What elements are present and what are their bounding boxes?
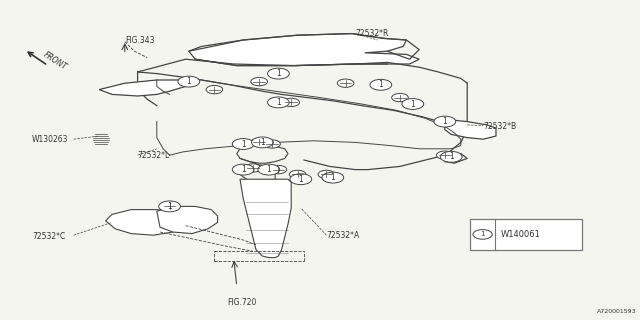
Circle shape (258, 164, 280, 175)
Text: 1: 1 (378, 80, 383, 89)
Text: FIG.720: FIG.720 (227, 298, 257, 307)
Circle shape (232, 164, 254, 175)
Polygon shape (445, 120, 496, 139)
Text: 1: 1 (241, 140, 246, 148)
Circle shape (159, 201, 180, 212)
Text: 1: 1 (480, 231, 485, 237)
Text: 1: 1 (260, 138, 265, 147)
Text: 1: 1 (442, 117, 447, 126)
Circle shape (206, 85, 223, 94)
Text: A720001593: A720001593 (597, 308, 637, 314)
Circle shape (322, 172, 344, 183)
Circle shape (178, 76, 200, 87)
Circle shape (264, 140, 280, 148)
Text: 1: 1 (298, 175, 303, 184)
Circle shape (268, 68, 289, 79)
FancyBboxPatch shape (470, 219, 582, 250)
Circle shape (251, 138, 268, 147)
Text: 1: 1 (266, 165, 271, 174)
Circle shape (244, 164, 261, 172)
Circle shape (434, 116, 456, 127)
Text: 1: 1 (410, 100, 415, 108)
Text: 1: 1 (449, 152, 454, 161)
Circle shape (251, 77, 268, 86)
Circle shape (436, 151, 453, 159)
Circle shape (161, 202, 178, 211)
Circle shape (402, 99, 424, 109)
Polygon shape (99, 80, 192, 96)
Text: 72532*L: 72532*L (138, 151, 170, 160)
Circle shape (392, 93, 408, 102)
Text: 72532*B: 72532*B (483, 122, 516, 131)
Text: 72532*C: 72532*C (32, 232, 65, 241)
Text: 1: 1 (186, 77, 191, 86)
Text: 72532*R: 72532*R (355, 29, 388, 38)
Text: 1: 1 (241, 165, 246, 174)
Text: W130263: W130263 (32, 135, 68, 144)
Circle shape (283, 98, 300, 107)
Circle shape (270, 165, 287, 174)
Polygon shape (240, 179, 291, 258)
Text: FRONT: FRONT (42, 50, 68, 72)
Text: 1: 1 (276, 69, 281, 78)
Circle shape (440, 151, 462, 162)
Text: 1: 1 (276, 98, 281, 107)
Circle shape (473, 230, 492, 239)
Circle shape (252, 137, 273, 148)
Circle shape (289, 170, 306, 179)
Text: W140061: W140061 (501, 230, 541, 239)
Circle shape (370, 79, 392, 90)
Circle shape (337, 79, 354, 87)
Polygon shape (157, 206, 218, 234)
Text: FIG.343: FIG.343 (125, 36, 154, 44)
Text: 72532*A: 72532*A (326, 231, 360, 240)
Circle shape (232, 139, 254, 149)
Polygon shape (106, 210, 189, 235)
Circle shape (318, 170, 335, 179)
Text: 1: 1 (330, 173, 335, 182)
Text: 1: 1 (167, 202, 172, 211)
Polygon shape (189, 34, 419, 66)
Circle shape (290, 174, 312, 185)
Circle shape (268, 97, 289, 108)
